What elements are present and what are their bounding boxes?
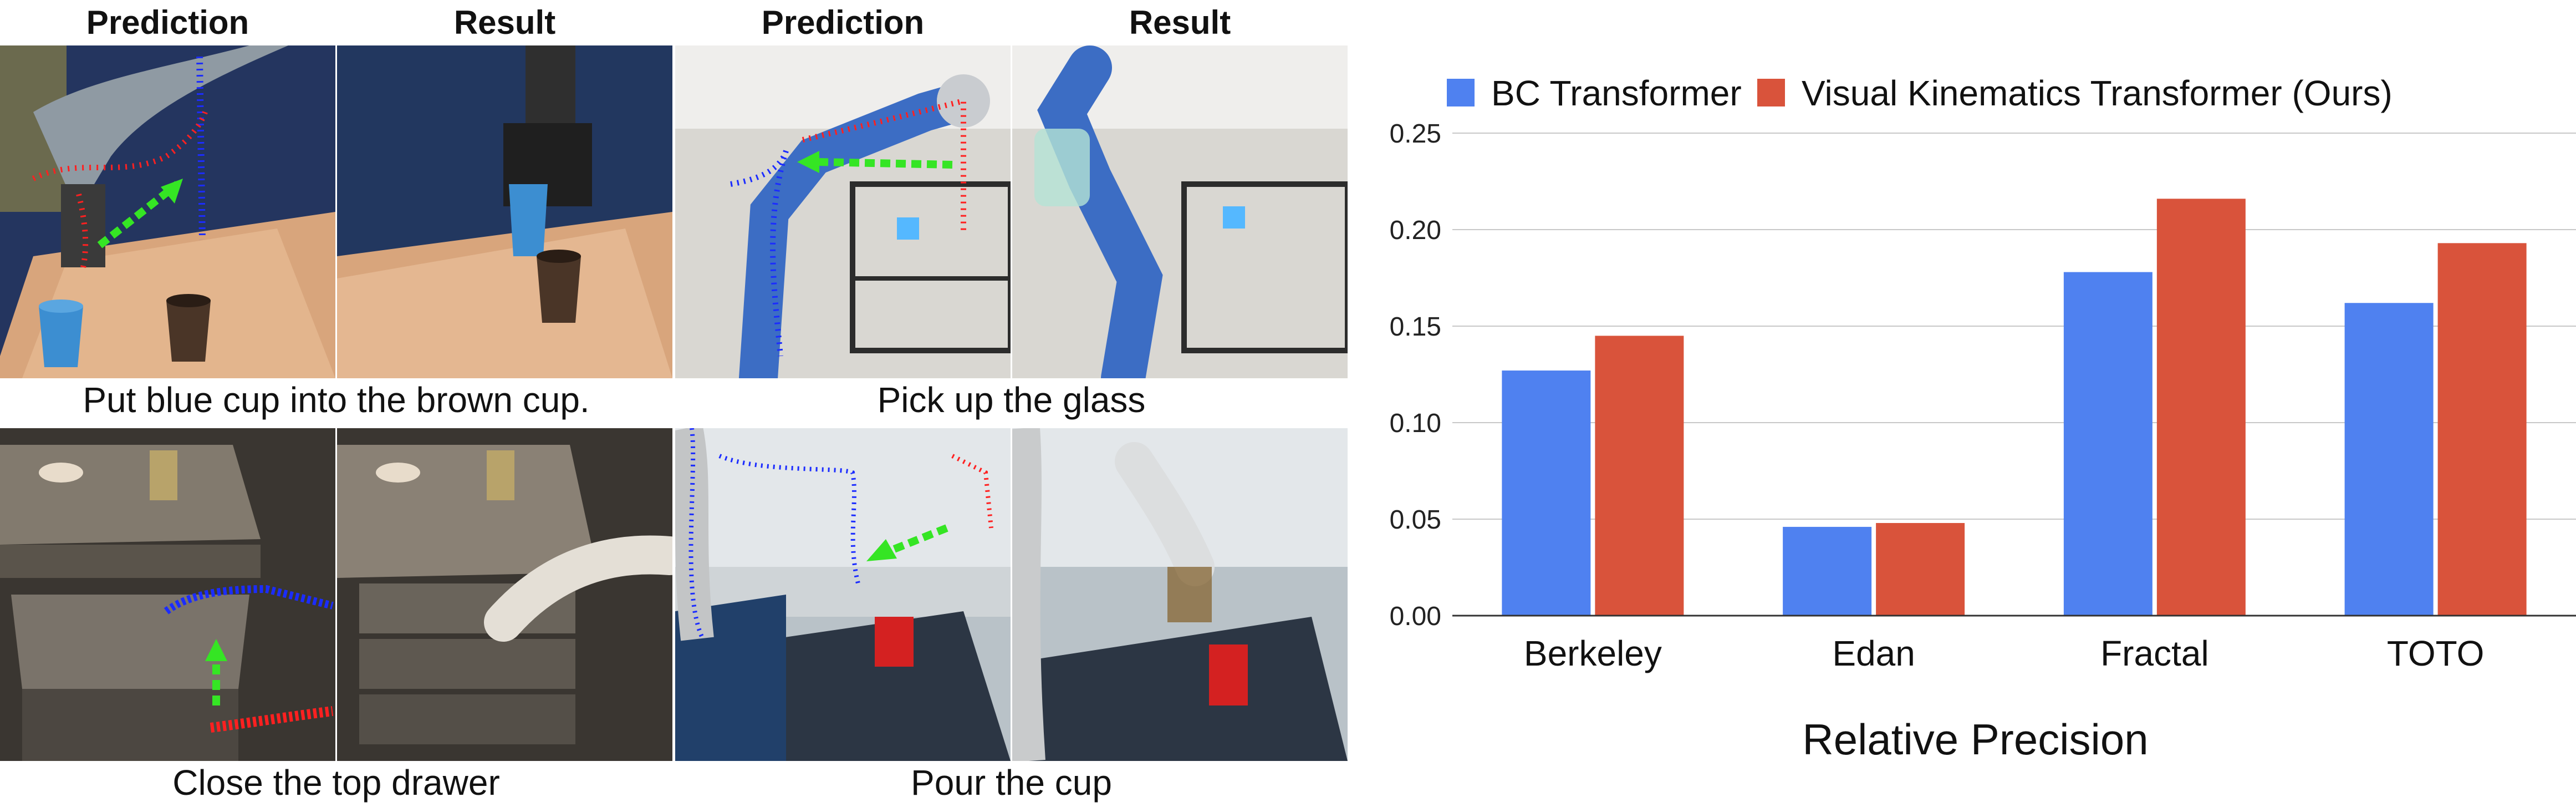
y-tick-label: 0.10: [1390, 409, 1441, 438]
photo-cup-prediction: [0, 45, 335, 378]
photo-drawer-result: [337, 428, 672, 761]
y-tick-label: 0.15: [1390, 312, 1441, 342]
y-tick-label: 0.20: [1390, 216, 1441, 245]
x-axis-title: Relative Precision: [1802, 715, 2148, 764]
legend-swatch-bc: [1447, 79, 1475, 106]
bar-fractal-bc-transformer: [2063, 272, 2152, 616]
photo-cup-result: [337, 45, 672, 378]
y-tick-label: 0.00: [1390, 602, 1441, 631]
header-result-1: Result: [453, 4, 556, 41]
photo-glass-result: [1012, 45, 1348, 378]
legend-label-vkt: Visual Kinematics Transformer (Ours): [1802, 73, 2393, 113]
x-tick-label: TOTO: [2387, 633, 2484, 673]
caption-cup-task: Put blue cup into the brown cup.: [83, 380, 590, 420]
y-tick-label: 0.25: [1390, 119, 1441, 149]
bar-fractal-visual-kinematics-transformer: [2156, 199, 2246, 616]
x-tick-label: Berkeley: [1524, 633, 1662, 673]
photo-pour-result: [1012, 428, 1348, 761]
caption-pour-task: Pour the cup: [911, 763, 1112, 803]
header-prediction-2: Prediction: [761, 4, 925, 41]
x-tick-label: Edan: [1832, 633, 1915, 673]
y-tick-label: 0.05: [1390, 505, 1441, 535]
legend-label-bc: BC Transformer: [1491, 73, 1742, 113]
caption-drawer-task: Close the top drawer: [172, 763, 500, 803]
relative-precision-chart: 0.00 0.05 0.10 0.15 0.20 0.25 Berkeley Edan Frac…: [1390, 73, 2576, 764]
header-prediction-1: Prediction: [86, 4, 249, 41]
x-tick-label: Fractal: [2100, 633, 2209, 673]
bar-edan-visual-kinematics-transformer: [1876, 522, 1965, 616]
photo-glass-prediction: [675, 45, 1011, 378]
bar-berkeley-visual-kinematics-transformer: [1595, 336, 1684, 616]
bar-toto-bc-transformer: [2344, 303, 2434, 616]
header-result-2: Result: [1129, 4, 1231, 41]
bar-toto-visual-kinematics-transformer: [2437, 243, 2527, 616]
legend-swatch-vkt: [1757, 79, 1785, 106]
photo-pour-prediction: [675, 428, 1011, 761]
bar-edan-bc-transformer: [1783, 526, 1872, 616]
photo-drawer-prediction: [0, 428, 335, 761]
caption-glass-task: Pick up the glass: [877, 380, 1146, 420]
bar-berkeley-bc-transformer: [1502, 370, 1591, 616]
